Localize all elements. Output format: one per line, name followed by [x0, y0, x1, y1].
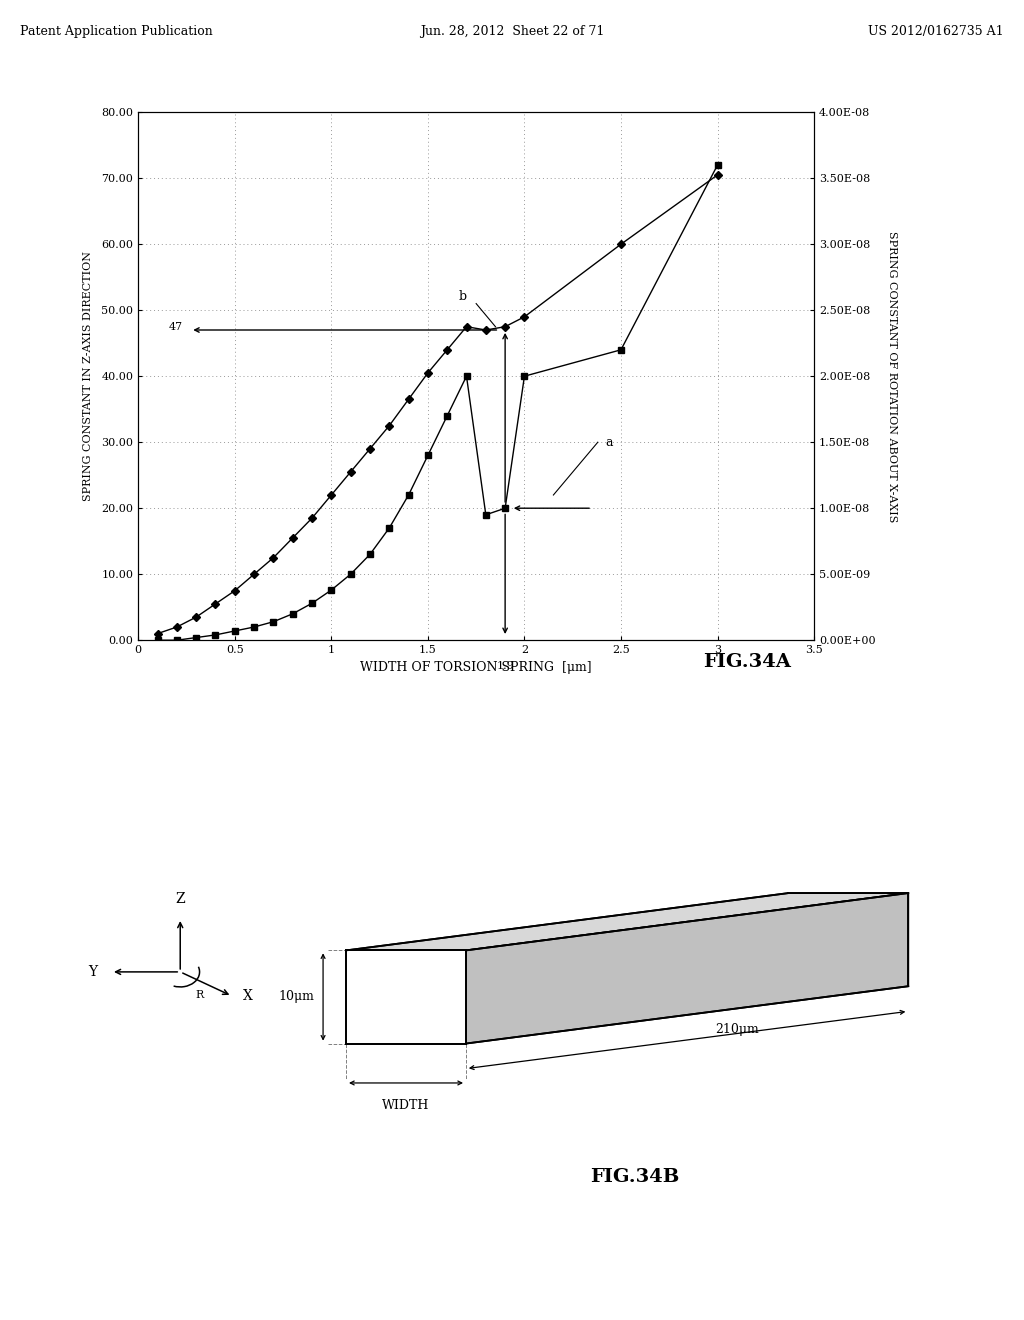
Polygon shape	[346, 894, 908, 950]
Text: Y: Y	[88, 965, 97, 979]
Text: FIG.34A: FIG.34A	[703, 653, 792, 672]
Y-axis label: SPRING CONSTANT IN Z-AXIS DIRECTION: SPRING CONSTANT IN Z-AXIS DIRECTION	[83, 251, 93, 502]
Text: 47: 47	[169, 322, 182, 331]
Text: FIG.34B: FIG.34B	[590, 1168, 680, 1187]
Text: 10μm: 10μm	[278, 990, 314, 1003]
Text: 1.9: 1.9	[497, 661, 514, 671]
Text: a: a	[605, 436, 613, 449]
Text: b: b	[459, 290, 467, 304]
X-axis label: WIDTH OF TORSION SPRING  [μm]: WIDTH OF TORSION SPRING [μm]	[360, 660, 592, 673]
Text: US 2012/0162735 A1: US 2012/0162735 A1	[868, 25, 1004, 38]
Polygon shape	[466, 894, 908, 1044]
Text: Patent Application Publication: Patent Application Publication	[20, 25, 213, 38]
Text: Jun. 28, 2012  Sheet 22 of 71: Jun. 28, 2012 Sheet 22 of 71	[420, 25, 604, 38]
Text: Z: Z	[175, 892, 185, 906]
Text: WIDTH: WIDTH	[382, 1098, 430, 1111]
Polygon shape	[346, 950, 466, 1044]
Text: R: R	[196, 990, 204, 999]
Text: 210μm: 210μm	[715, 1023, 759, 1036]
Text: X: X	[243, 989, 253, 1003]
Y-axis label: SPRING CONSTANT OF ROTATION ABOUT X-AXIS: SPRING CONSTANT OF ROTATION ABOUT X-AXIS	[887, 231, 897, 521]
